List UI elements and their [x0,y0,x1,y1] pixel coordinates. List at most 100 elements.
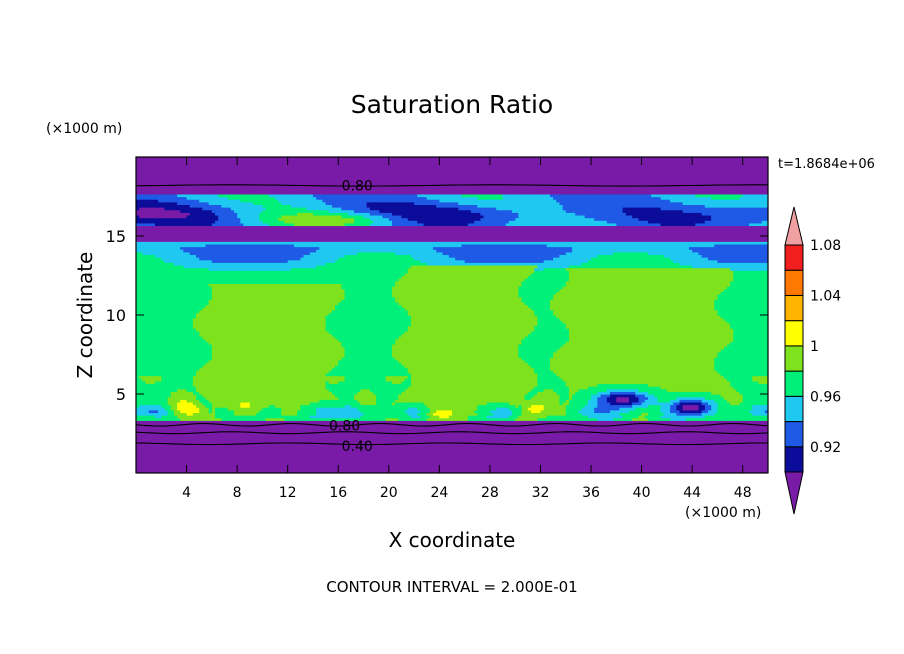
field-cell [730,380,760,385]
field-cell [553,196,662,200]
field-cell [521,296,554,300]
field-cell [407,370,535,374]
field-cell [597,383,649,387]
field-cell [373,220,393,224]
field-cell [331,391,358,395]
field-cell [464,259,545,263]
field-cell [199,257,301,261]
field-cell [136,220,216,224]
field-cell [158,199,200,203]
field-cell [199,409,210,414]
field-cell [458,201,561,205]
field-cell [426,404,478,408]
field-cell [698,251,768,256]
field-cell [136,278,399,282]
field-cell [136,301,210,306]
field-cell [701,409,709,414]
field-cell [243,222,270,227]
field-cell [202,307,336,311]
field-cell [205,396,339,400]
field-cell [679,401,703,406]
x-tick-label: 48 [734,485,752,501]
field-cell [518,354,554,358]
field-cell [407,328,535,332]
field-cell [136,415,156,419]
field-cell [312,193,418,198]
field-cell [546,415,589,419]
field-cell [726,399,744,403]
field-cell [335,307,406,311]
field-cell [568,391,576,395]
field-cell [730,283,768,287]
field-cell [192,317,327,321]
field-cell [136,267,210,271]
field-cell [749,222,768,227]
field-cell [385,375,409,379]
field-cell [726,343,768,348]
field-cell [373,391,403,395]
field-cell [568,330,734,335]
field-cell [711,217,768,221]
field-cell [600,394,611,398]
field-cell [562,204,706,208]
field-cell [192,378,346,382]
field-cell [136,409,150,414]
field-cell [404,307,532,311]
field-cell [136,362,207,366]
field-cell [717,312,768,316]
field-cell [524,336,570,340]
field-cell [559,375,725,379]
field-cell [764,409,768,414]
y-axis: 5 10 15 [106,227,768,404]
field-cell [161,375,194,379]
field-cell [720,349,768,353]
field-cell [177,201,210,205]
field-cell [606,220,649,224]
field-cell [461,243,548,248]
contour-label: 0.80 [342,178,373,194]
field-cell [543,267,567,271]
field-cell [647,417,671,421]
field-cell [290,204,333,208]
field-cell [300,257,339,261]
colorbar-segment [784,421,804,448]
field-cell [527,407,545,411]
x-tick-label: 16 [329,485,347,501]
field-cell [695,222,750,227]
field-cell [354,209,380,213]
field-cell [331,309,409,313]
field-cell [170,407,178,411]
field-cell [733,330,768,335]
field-cell [420,259,466,263]
field-cell [401,380,412,385]
field-cell [136,320,194,324]
field-cell [136,246,181,250]
field-cell [518,346,561,350]
y-tick-label: 10 [106,306,126,325]
field-cell [572,396,592,400]
field-cell [177,404,197,408]
field-cell [587,259,674,263]
field-cell [562,320,728,324]
field-cell [341,343,393,348]
field-cell [205,404,213,408]
field-cell [136,283,210,287]
field-cell [391,288,519,292]
field-cell [338,396,355,400]
field-cell [252,201,282,205]
field-cell [136,257,162,261]
field-cell [344,378,387,382]
field-cell [410,375,538,379]
field-cell [196,312,330,316]
field-cell [527,333,570,337]
field-cell [186,412,194,416]
field-cell [256,412,282,416]
field-cell [136,251,143,256]
field-cell [581,412,621,416]
field-cell [521,283,567,287]
field-cell [733,338,768,342]
field-cell [240,404,251,408]
field-cell [294,243,463,248]
field-cell [316,249,437,253]
field-cell [136,280,396,284]
